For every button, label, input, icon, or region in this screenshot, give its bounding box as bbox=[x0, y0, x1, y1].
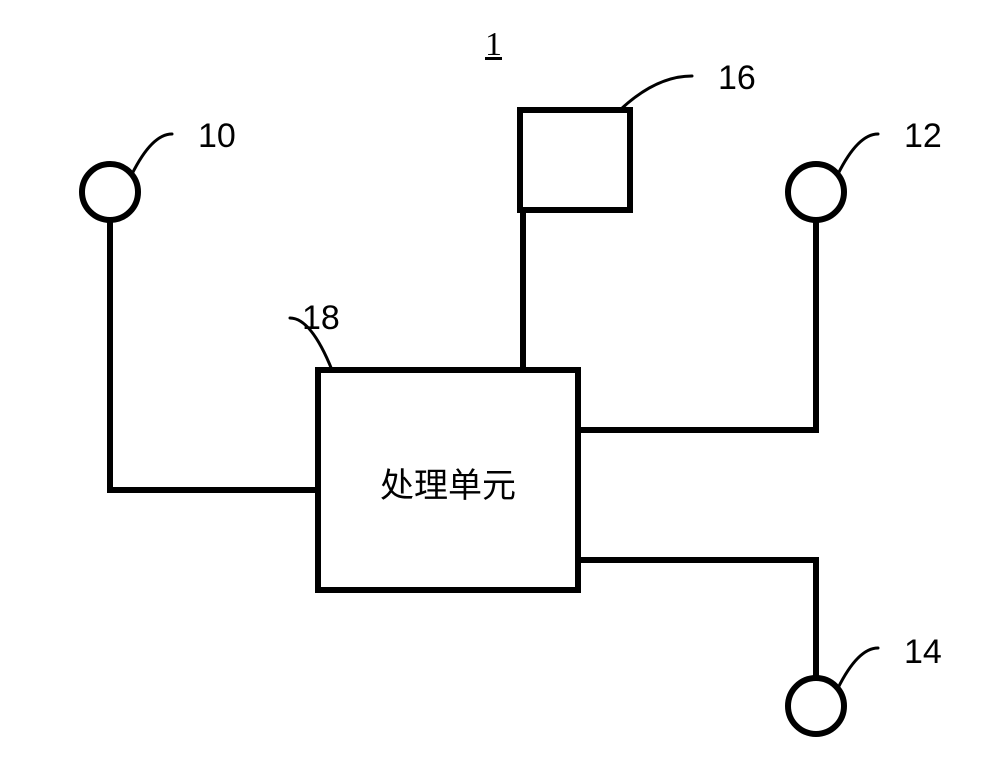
wire-0 bbox=[110, 220, 318, 490]
wire-2 bbox=[578, 560, 816, 678]
node-n12 bbox=[788, 164, 844, 220]
callout-label-12: 12 bbox=[904, 117, 942, 155]
callout-label-14: 14 bbox=[904, 633, 942, 671]
diagram-stage: 10 12 14 16 18 1 处理单元 bbox=[0, 0, 1000, 782]
callout-label-18: 18 bbox=[302, 299, 340, 337]
node-n16 bbox=[520, 110, 630, 210]
leader-14 bbox=[838, 648, 878, 688]
leader-10 bbox=[132, 134, 172, 174]
callout-label-16: 16 bbox=[718, 59, 756, 97]
node-n10 bbox=[82, 164, 138, 220]
diagram-title: 1 bbox=[485, 26, 502, 64]
wire-1 bbox=[578, 220, 816, 430]
leader-12 bbox=[838, 134, 878, 174]
wire-3 bbox=[520, 210, 523, 370]
node-n14 bbox=[788, 678, 844, 734]
diagram-svg: 10 12 14 16 18 bbox=[0, 0, 1000, 782]
processing-unit-label: 处理单元 bbox=[380, 458, 516, 507]
callout-label-10: 10 bbox=[198, 117, 236, 155]
leader-16 bbox=[620, 76, 692, 110]
